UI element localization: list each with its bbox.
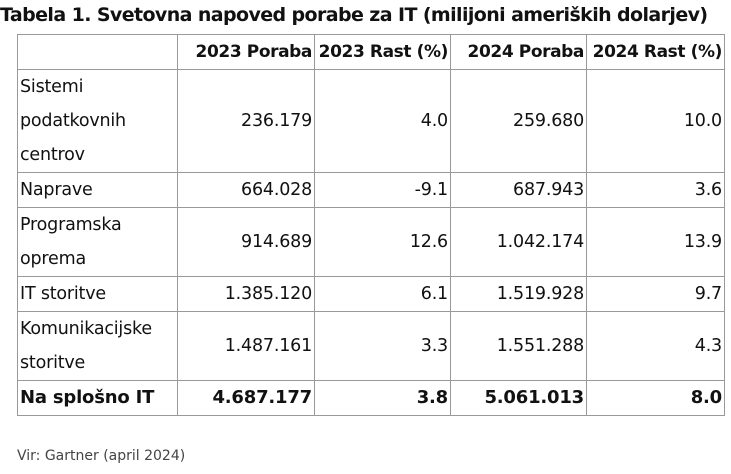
it-spending-table: 2023 Poraba 2023 Rast (%) 2024 Poraba 20… [17, 34, 725, 416]
source-note: Vir: Gartner (april 2024) [17, 448, 186, 464]
cell-2023-spending: 236.179 [177, 69, 315, 173]
total-2023-spending: 4.687.177 [177, 380, 315, 416]
cell-2023-spending: 664.028 [177, 172, 315, 208]
cell-2024-spending: 687.943 [450, 172, 587, 208]
total-2024-growth: 8.0 [586, 380, 725, 416]
row-label: Komunikacijske storitve [17, 311, 178, 381]
row-label: Naprave [17, 172, 178, 208]
cell-2024-growth: 4.3 [586, 311, 725, 381]
cell-2024-growth: 10.0 [586, 69, 725, 173]
cell-2023-growth: 3.3 [314, 311, 451, 381]
table-row: Sistemi podatkovnih centrov 236.179 4.0 … [17, 69, 725, 173]
table-header-row: 2023 Poraba 2023 Rast (%) 2024 Poraba 20… [17, 34, 725, 70]
header-2023-spending: 2023 Poraba [177, 34, 315, 70]
cell-2024-growth: 9.7 [586, 276, 725, 312]
cell-2024-spending: 1.519.928 [450, 276, 587, 312]
cell-2024-growth: 13.9 [586, 207, 725, 277]
cell-2024-growth: 3.6 [586, 172, 725, 208]
cell-2024-spending: 259.680 [450, 69, 587, 173]
cell-2024-spending: 1.551.288 [450, 311, 587, 381]
row-label: Programska oprema [17, 207, 178, 277]
total-2023-growth: 3.8 [314, 380, 451, 416]
total-label: Na splošno IT [17, 380, 178, 416]
row-label: Sistemi podatkovnih centrov [17, 69, 178, 173]
table-row: Komunikacijske storitve 1.487.161 3.3 1.… [17, 311, 725, 381]
cell-2023-spending: 1.385.120 [177, 276, 315, 312]
table-row: IT storitve 1.385.120 6.1 1.519.928 9.7 [17, 276, 725, 312]
table-row: Naprave 664.028 -9.1 687.943 3.6 [17, 172, 725, 208]
cell-2023-spending: 1.487.161 [177, 311, 315, 381]
cell-2023-spending: 914.689 [177, 207, 315, 277]
table-total-row: Na splošno IT 4.687.177 3.8 5.061.013 8.… [17, 380, 725, 416]
cell-2024-spending: 1.042.174 [450, 207, 587, 277]
table-title: Tabela 1. Svetovna napoved porabe za IT … [0, 4, 708, 26]
cell-2023-growth: 12.6 [314, 207, 451, 277]
header-2023-growth: 2023 Rast (%) [314, 34, 451, 70]
cell-2023-growth: -9.1 [314, 172, 451, 208]
table-row: Programska oprema 914.689 12.6 1.042.174… [17, 207, 725, 277]
cell-2023-growth: 4.0 [314, 69, 451, 173]
header-category [17, 34, 178, 70]
header-2024-growth: 2024 Rast (%) [586, 34, 725, 70]
total-2024-spending: 5.061.013 [450, 380, 587, 416]
cell-2023-growth: 6.1 [314, 276, 451, 312]
row-label: IT storitve [17, 276, 178, 312]
header-2024-spending: 2024 Poraba [450, 34, 587, 70]
